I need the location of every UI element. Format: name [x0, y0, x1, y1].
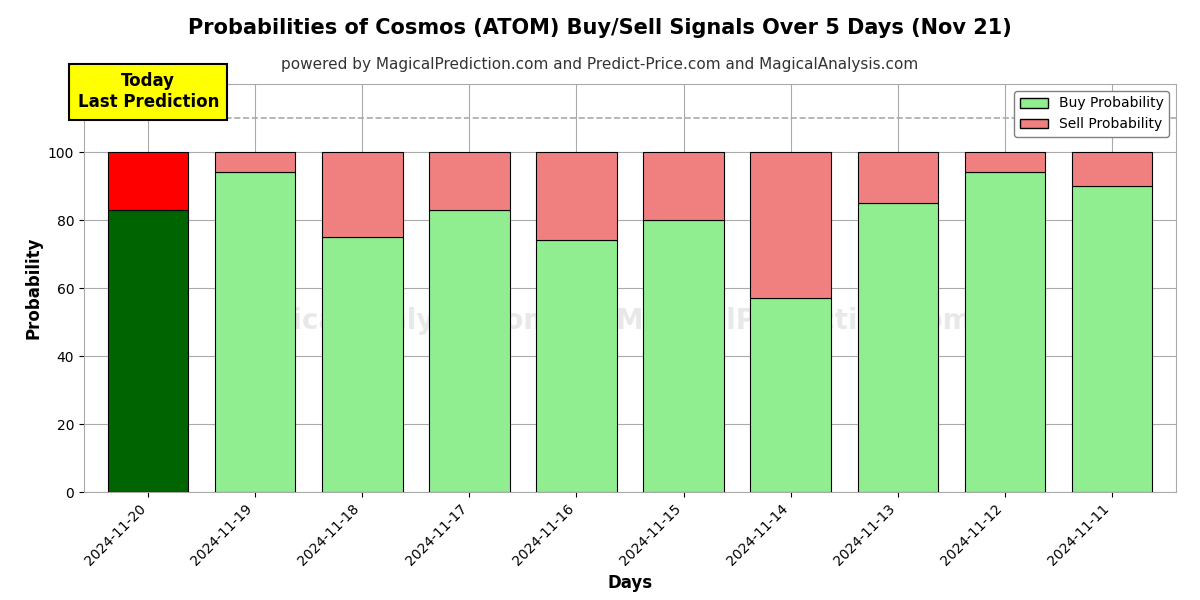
Bar: [1072, 152, 1152, 186]
Bar: [1072, 186, 1152, 492]
Bar: [108, 210, 188, 492]
Text: Probabilities of Cosmos (ATOM) Buy/Sell Signals Over 5 Days (Nov 21): Probabilities of Cosmos (ATOM) Buy/Sell …: [188, 18, 1012, 38]
Bar: [965, 152, 1045, 172]
Bar: [858, 203, 937, 492]
Legend: Buy Probability, Sell Probability: Buy Probability, Sell Probability: [1014, 91, 1169, 137]
Text: Today
Last Prediction: Today Last Prediction: [78, 73, 218, 111]
Bar: [323, 152, 402, 237]
Bar: [430, 210, 510, 492]
Y-axis label: Probability: Probability: [24, 237, 42, 339]
Bar: [215, 152, 295, 172]
Bar: [643, 152, 724, 220]
Bar: [430, 152, 510, 210]
Bar: [643, 220, 724, 492]
Text: MagicalAnalysis.com: MagicalAnalysis.com: [227, 307, 553, 335]
Bar: [536, 152, 617, 241]
Bar: [750, 152, 830, 298]
Bar: [965, 172, 1045, 492]
Bar: [215, 172, 295, 492]
Bar: [858, 152, 937, 203]
Bar: [536, 241, 617, 492]
Bar: [323, 237, 402, 492]
Bar: [108, 152, 188, 210]
Text: powered by MagicalPrediction.com and Predict-Price.com and MagicalAnalysis.com: powered by MagicalPrediction.com and Pre…: [281, 57, 919, 72]
X-axis label: Days: Days: [607, 574, 653, 592]
Bar: [750, 298, 830, 492]
Text: MagicalPrediction.com: MagicalPrediction.com: [616, 307, 972, 335]
